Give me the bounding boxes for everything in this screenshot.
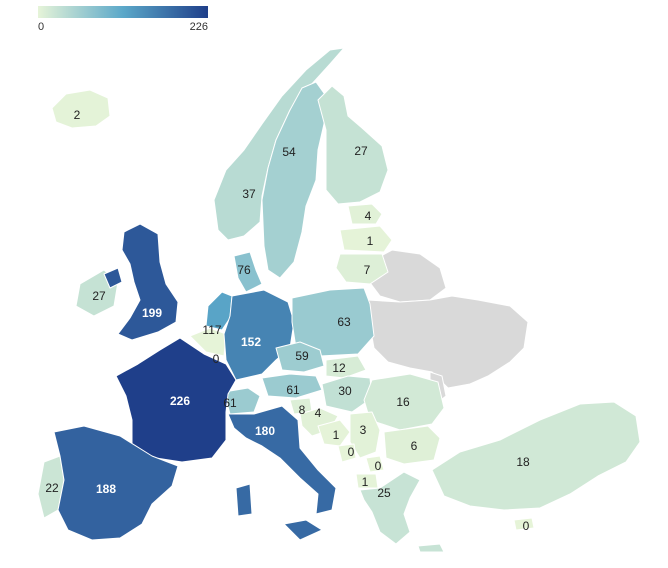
- value-labels: 2 37 54 27 4 1 7 76 27 199 117 0 152 63 …: [45, 108, 530, 533]
- label-ireland: 27: [92, 289, 106, 303]
- label-serbia: 3: [360, 423, 367, 437]
- country-italy[interactable]: [227, 405, 337, 541]
- label-north-macedonia: 1: [362, 475, 369, 489]
- label-slovakia: 12: [332, 361, 346, 375]
- label-norway: 37: [242, 187, 256, 201]
- country-finland[interactable]: [317, 85, 389, 205]
- label-slovenia: 8: [299, 403, 306, 417]
- label-romania: 16: [396, 395, 410, 409]
- label-belgium: 0: [213, 352, 220, 366]
- country-switzerland[interactable]: [223, 387, 261, 415]
- country-denmark[interactable]: [233, 251, 263, 293]
- color-legend: 0 226: [38, 6, 208, 36]
- country-bosnia[interactable]: [317, 419, 351, 447]
- label-bulgaria: 6: [411, 439, 418, 453]
- label-hungary: 30: [338, 384, 352, 398]
- country-norway[interactable]: [213, 47, 345, 241]
- label-united-kingdom: 199: [142, 306, 162, 320]
- label-bosnia: 1: [333, 428, 340, 442]
- country-spain[interactable]: [53, 425, 179, 541]
- country-slovakia[interactable]: [325, 355, 367, 379]
- label-croatia: 4: [315, 406, 322, 420]
- country-sweden[interactable]: [261, 81, 327, 279]
- label-portugal: 22: [45, 481, 59, 495]
- label-estonia: 4: [365, 209, 372, 223]
- legend-min-label: 0: [38, 21, 45, 33]
- label-netherlands: 117: [202, 323, 221, 337]
- country-france[interactable]: [115, 337, 237, 463]
- label-latvia: 1: [367, 234, 374, 248]
- label-czechia: 59: [295, 349, 309, 363]
- country-iceland[interactable]: [51, 89, 111, 129]
- label-denmark: 76: [237, 263, 251, 277]
- label-germany: 152: [241, 335, 261, 349]
- label-switzerland: 61: [223, 396, 237, 410]
- country-romania[interactable]: [363, 373, 445, 431]
- country-greece[interactable]: [359, 471, 445, 553]
- legend-gradient-bar: [38, 6, 208, 18]
- ukraine-no-data: [367, 295, 529, 389]
- label-spain: 188: [96, 482, 116, 496]
- label-turkey: 18: [516, 455, 530, 469]
- label-austria: 61: [286, 383, 300, 397]
- label-italy: 180: [255, 424, 275, 438]
- label-france: 226: [170, 394, 190, 408]
- country-turkey[interactable]: [431, 401, 641, 511]
- country-united-kingdom[interactable]: [103, 223, 179, 341]
- label-finland: 27: [354, 144, 368, 158]
- legend-max-label: 226: [189, 21, 208, 33]
- country-bulgaria[interactable]: [383, 425, 441, 465]
- country-kosovo[interactable]: [365, 455, 385, 473]
- label-greece: 25: [377, 486, 391, 500]
- label-lithuania: 7: [364, 263, 371, 277]
- country-poland[interactable]: [291, 287, 375, 357]
- country-estonia[interactable]: [347, 203, 383, 225]
- belarus-no-data: [367, 249, 447, 303]
- label-cyprus: 0: [523, 519, 530, 533]
- label-kosovo: 0: [375, 459, 382, 473]
- label-poland: 63: [337, 315, 351, 329]
- country-cyprus[interactable]: [513, 517, 535, 531]
- country-latvia[interactable]: [339, 225, 393, 253]
- label-montenegro: 0: [348, 445, 355, 459]
- label-sweden: 54: [282, 145, 296, 159]
- label-iceland: 2: [74, 108, 81, 122]
- country-austria[interactable]: [261, 373, 323, 399]
- country-czechia[interactable]: [275, 341, 325, 373]
- country-montenegro[interactable]: [337, 443, 357, 463]
- country-germany[interactable]: [223, 289, 295, 381]
- country-lithuania[interactable]: [335, 253, 389, 285]
- country-serbia[interactable]: [349, 411, 381, 459]
